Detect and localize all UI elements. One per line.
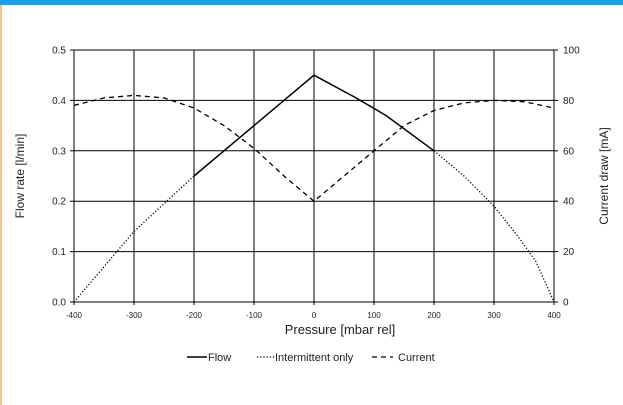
- x-tick-label: 200: [427, 311, 441, 320]
- y-tick-label: 0.5: [52, 46, 66, 57]
- y2-tick-label: 100: [563, 46, 580, 57]
- x-tick-label: 0: [312, 311, 317, 320]
- legend-label-current: Current: [398, 352, 435, 364]
- y2-tick-label: 40: [563, 197, 575, 208]
- y-tick-label: 0.2: [52, 197, 66, 208]
- y2-axis-label: Current draw [mA]: [597, 127, 611, 224]
- x-tick-label: -200: [186, 311, 203, 320]
- y2-tick-label: 20: [563, 247, 575, 258]
- accent-bar: [0, 0, 623, 5]
- y2-tick-label: 80: [563, 96, 575, 107]
- y-tick-label: 0.1: [52, 247, 66, 258]
- legend-label-flow: Flow: [208, 352, 231, 364]
- legend-label-intermittent: Intermittent only: [275, 352, 354, 364]
- x-tick-label: -400: [66, 311, 83, 320]
- x-tick-label: 400: [547, 311, 561, 320]
- x-tick-label: 300: [487, 311, 501, 320]
- y-axis-label: Flow rate [l/min]: [13, 134, 27, 219]
- y-tick-label: 0.3: [52, 146, 66, 157]
- series-line-intermittent: [433, 150, 555, 303]
- x-tick-label: -100: [246, 311, 263, 320]
- x-axis-label: Pressure [mbar rel]: [285, 322, 396, 337]
- x-tick-label: -300: [126, 311, 143, 320]
- y-tick-label: 0.4: [52, 96, 66, 107]
- legend: Flow Intermittent only Current: [187, 352, 435, 364]
- y-tick-label: 0.0: [52, 298, 66, 309]
- series-line-current: [73, 94, 555, 203]
- y2-tick-label: 60: [563, 146, 575, 157]
- y2-tick-label: 0: [563, 298, 569, 309]
- x-tick-label: 100: [367, 311, 381, 320]
- series-line-flow: [193, 74, 435, 177]
